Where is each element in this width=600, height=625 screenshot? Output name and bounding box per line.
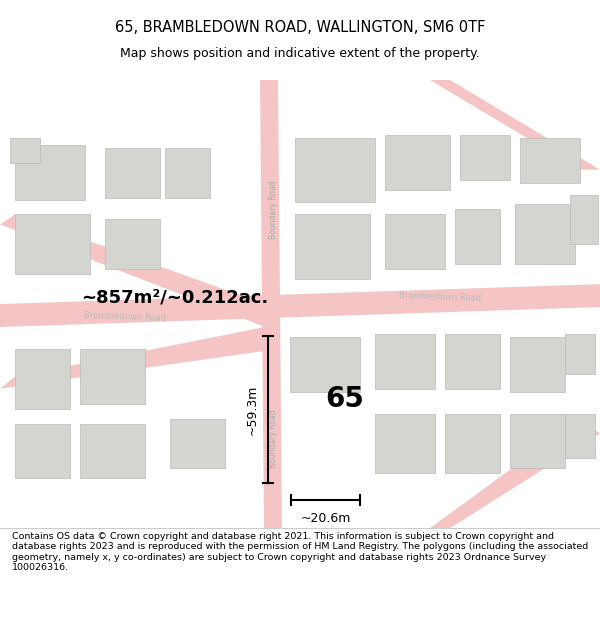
Text: ~59.3m: ~59.3m	[246, 384, 259, 435]
Bar	[80, 424, 145, 478]
Bar	[565, 414, 595, 458]
Bar	[520, 138, 580, 182]
Bar	[15, 424, 70, 478]
Bar	[455, 209, 500, 264]
Bar	[170, 419, 225, 468]
Text: Boundary Road: Boundary Road	[269, 409, 277, 468]
Text: Contains OS data © Crown copyright and database right 2021. This information is : Contains OS data © Crown copyright and d…	[12, 532, 588, 572]
Bar	[290, 337, 360, 392]
Bar	[375, 414, 435, 473]
Polygon shape	[430, 80, 600, 169]
Text: Boundary Road: Boundary Road	[269, 180, 277, 239]
Bar	[375, 334, 435, 389]
Bar	[445, 334, 500, 389]
Bar	[295, 214, 370, 279]
Polygon shape	[0, 284, 600, 327]
Bar	[565, 334, 595, 374]
Bar	[15, 214, 90, 274]
Bar	[510, 414, 565, 468]
Text: 65: 65	[326, 384, 364, 412]
Bar	[460, 135, 510, 179]
Polygon shape	[260, 80, 282, 528]
Text: ~20.6m: ~20.6m	[301, 512, 350, 525]
Bar	[15, 145, 85, 199]
Bar	[445, 414, 500, 473]
Bar	[165, 148, 210, 198]
Text: Map shows position and indicative extent of the property.: Map shows position and indicative extent…	[120, 47, 480, 60]
Bar	[10, 138, 40, 162]
Text: Brambledown Road: Brambledown Road	[399, 291, 481, 303]
Bar	[385, 135, 450, 189]
Bar	[385, 214, 445, 269]
Bar	[15, 349, 70, 409]
Bar	[510, 337, 565, 392]
Polygon shape	[430, 419, 600, 528]
Bar	[80, 349, 145, 404]
Text: ~857m²/~0.212ac.: ~857m²/~0.212ac.	[82, 288, 269, 306]
Text: 65, BRAMBLEDOWN ROAD, WALLINGTON, SM6 0TF: 65, BRAMBLEDOWN ROAD, WALLINGTON, SM6 0T…	[115, 20, 485, 35]
Text: Brambledown Road: Brambledown Road	[84, 311, 166, 323]
Bar	[105, 219, 160, 269]
Polygon shape	[0, 214, 265, 327]
Bar	[295, 138, 375, 202]
Bar	[105, 148, 160, 198]
Bar	[515, 204, 575, 264]
Polygon shape	[0, 327, 265, 389]
Bar	[570, 194, 598, 244]
